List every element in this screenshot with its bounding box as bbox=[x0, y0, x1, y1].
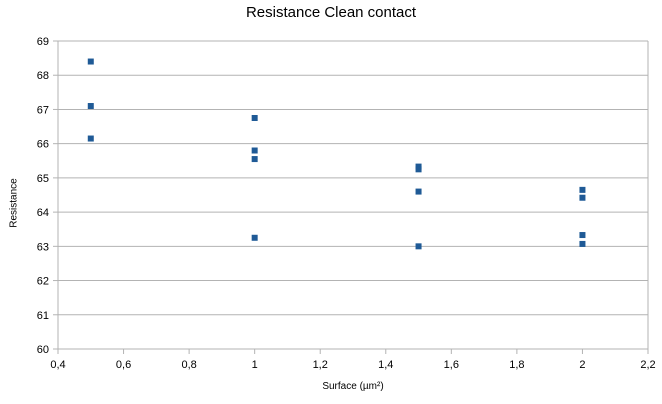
x-tick-label: 0,4 bbox=[50, 359, 65, 371]
y-tick-label: 62 bbox=[37, 276, 49, 288]
chart-title: Resistance Clean contact bbox=[245, 4, 417, 21]
data-points bbox=[87, 58, 586, 250]
data-point bbox=[87, 58, 94, 65]
data-point bbox=[415, 166, 422, 173]
data-point bbox=[251, 156, 258, 163]
data-point bbox=[251, 234, 258, 241]
x-tick-label: 2,2 bbox=[640, 359, 655, 371]
data-point bbox=[579, 232, 586, 239]
axes bbox=[53, 40, 649, 354]
y-tick-label: 63 bbox=[37, 241, 49, 253]
y-tick-label: 64 bbox=[37, 207, 49, 219]
data-point bbox=[87, 103, 94, 110]
y-tick-label: 61 bbox=[37, 310, 49, 322]
x-tick-label: 2 bbox=[579, 359, 585, 371]
data-point bbox=[579, 240, 586, 247]
data-point bbox=[251, 115, 258, 121]
y-tick-label: 66 bbox=[37, 139, 49, 151]
data-point bbox=[415, 188, 422, 195]
x-tick-label: 0,8 bbox=[181, 359, 196, 371]
y-tick-label: 65 bbox=[37, 173, 49, 185]
y-tick-label: 67 bbox=[37, 104, 49, 116]
x-tick-label: 1,6 bbox=[444, 359, 459, 371]
y-tick-label: 68 bbox=[37, 70, 49, 82]
x-tick-label: 1,8 bbox=[509, 359, 524, 371]
y-tick-label: 60 bbox=[37, 344, 49, 356]
data-point bbox=[415, 243, 422, 250]
tick-labels: 60 61 62 63 64 65 66 67 68 69 0,4 0,6 0,8 1 1,2 1,4 1,6 1… bbox=[37, 36, 656, 371]
y-tick-label: 69 bbox=[37, 36, 49, 48]
x-axis-label: Surface (µm²) bbox=[322, 381, 384, 392]
gridlines bbox=[58, 40, 648, 350]
data-point bbox=[87, 135, 94, 142]
x-tick-label: 1,4 bbox=[378, 359, 393, 371]
data-point bbox=[579, 186, 586, 193]
data-point bbox=[579, 194, 586, 201]
x-tick-label: 0,6 bbox=[116, 359, 131, 371]
x-tick-label: 1,2 bbox=[313, 359, 328, 371]
x-tick-label: 1 bbox=[252, 359, 258, 371]
data-point bbox=[251, 147, 258, 154]
